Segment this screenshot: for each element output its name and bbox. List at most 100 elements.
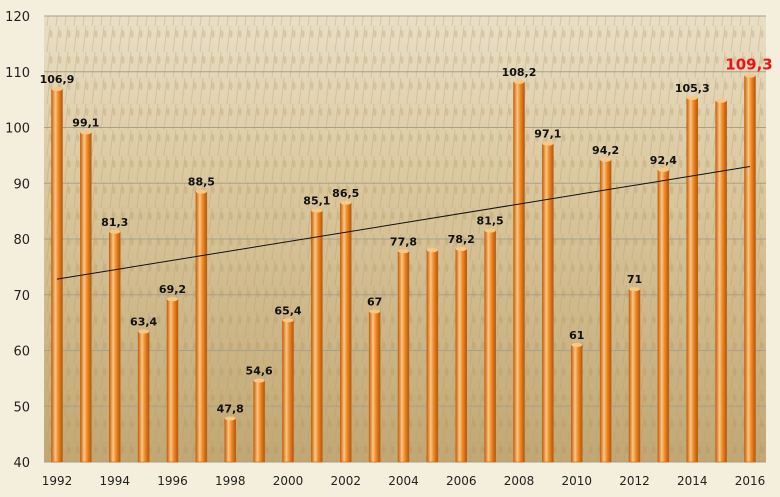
bar (484, 230, 496, 463)
bar (80, 132, 92, 463)
data-label: 86,5 (332, 187, 359, 200)
data-label: 81,5 (477, 215, 504, 228)
x-tick-label: 2014 (677, 474, 708, 488)
bar-cap (282, 318, 294, 323)
bar (686, 97, 698, 463)
bar-cap (744, 73, 756, 78)
bar-cap (80, 130, 92, 135)
data-label: 108,2 (502, 66, 537, 79)
bar (368, 311, 381, 463)
y-tick-label: 60 (13, 345, 30, 360)
x-axis-ticks: 1992 1994 1996 1998 2000 2002 2004 2006 2008 2010… (42, 474, 766, 488)
bar-cap (571, 342, 583, 347)
x-tick-label: 2006 (446, 474, 477, 488)
bar-cap (455, 247, 467, 252)
data-label: 65,4 (274, 304, 301, 317)
x-tick-label: 1998 (215, 474, 246, 488)
y-tick-label: 50 (13, 400, 30, 415)
bar (311, 210, 323, 463)
bar (340, 202, 352, 463)
y-tick-label: 100 (5, 122, 30, 137)
bar (715, 100, 727, 463)
bar-cap (715, 98, 727, 103)
bar-cap (513, 79, 525, 84)
bar-cap (657, 167, 669, 172)
data-label: 105,3 (675, 82, 710, 95)
x-tick-label: 2012 (619, 474, 650, 488)
x-tick-label: 1994 (99, 474, 130, 488)
data-label: 109,3 (725, 56, 772, 74)
data-label: 85,1 (303, 195, 330, 208)
x-tick-label: 2010 (561, 474, 592, 488)
x-tick-label: 2000 (273, 474, 304, 488)
x-tick-label: 2004 (388, 474, 419, 488)
bar-cap (629, 287, 640, 292)
bar (137, 331, 150, 463)
bar-cap (484, 228, 496, 233)
bar-cap (542, 141, 554, 146)
bar (628, 288, 641, 463)
y-tick-label: 90 (13, 177, 30, 192)
bar-cap (138, 329, 150, 334)
y-tick-label: 120 (5, 10, 30, 25)
bar (571, 344, 583, 463)
data-label: 54,6 (246, 365, 273, 378)
y-tick-label: 80 (13, 233, 30, 248)
bar-cap (311, 208, 323, 213)
bar-cap (369, 309, 381, 314)
bar (542, 143, 554, 463)
bar (657, 169, 670, 463)
y-tick-label: 40 (13, 456, 30, 471)
data-label: 69,2 (159, 283, 186, 296)
x-tick-label: 1996 (157, 474, 188, 488)
y-tick-label: 70 (13, 289, 30, 304)
data-label: 92,4 (650, 154, 677, 167)
bar (397, 251, 410, 463)
data-label: 99,1 (72, 117, 99, 130)
bar-cap (398, 249, 409, 254)
bar (426, 249, 439, 463)
bar-cap (109, 229, 121, 234)
bar-cap (195, 189, 207, 194)
data-labels: 106,9 99,1 81,3 63,4 69,2 88,5 47,8 54,6 65,4 85,… (40, 56, 773, 416)
data-label: 47,8 (217, 403, 244, 416)
data-label: 63,4 (130, 316, 157, 329)
bar-cap (51, 87, 63, 92)
bar-cap (253, 378, 265, 383)
bar (51, 88, 63, 463)
x-tick-label: 2016 (735, 474, 766, 488)
data-label: 61 (569, 329, 584, 342)
bar-cap (686, 95, 698, 100)
y-tick-label: 110 (5, 66, 30, 81)
bar-series (51, 73, 756, 463)
data-label: 94,2 (592, 144, 619, 157)
bar (599, 159, 612, 463)
bar (513, 81, 525, 463)
data-label: 97,1 (534, 128, 561, 141)
bar-cap (340, 200, 352, 205)
y-axis-ticks: 40 50 60 70 80 90 100 110 120 (5, 10, 30, 471)
data-label: 67 (367, 295, 382, 308)
bar-cap (167, 297, 178, 302)
bar-cap (224, 416, 236, 421)
bar (166, 298, 179, 463)
x-tick-label: 2002 (330, 474, 361, 488)
x-tick-label: 1992 (42, 474, 73, 488)
data-label: 106,9 (40, 73, 75, 86)
x-tick-label: 2008 (504, 474, 535, 488)
trend-line (56, 166, 751, 280)
bar (224, 418, 236, 463)
data-label: 81,3 (101, 216, 128, 229)
bar (282, 320, 294, 463)
bar (455, 248, 467, 463)
bar (253, 380, 265, 463)
data-label: 71 (627, 273, 642, 286)
bar (109, 231, 121, 463)
bar-cap (426, 248, 438, 253)
data-label: 88,5 (188, 176, 215, 189)
bar (744, 75, 756, 463)
bar (195, 191, 208, 463)
data-label: 77,8 (390, 235, 417, 248)
bar-cap (600, 157, 612, 162)
